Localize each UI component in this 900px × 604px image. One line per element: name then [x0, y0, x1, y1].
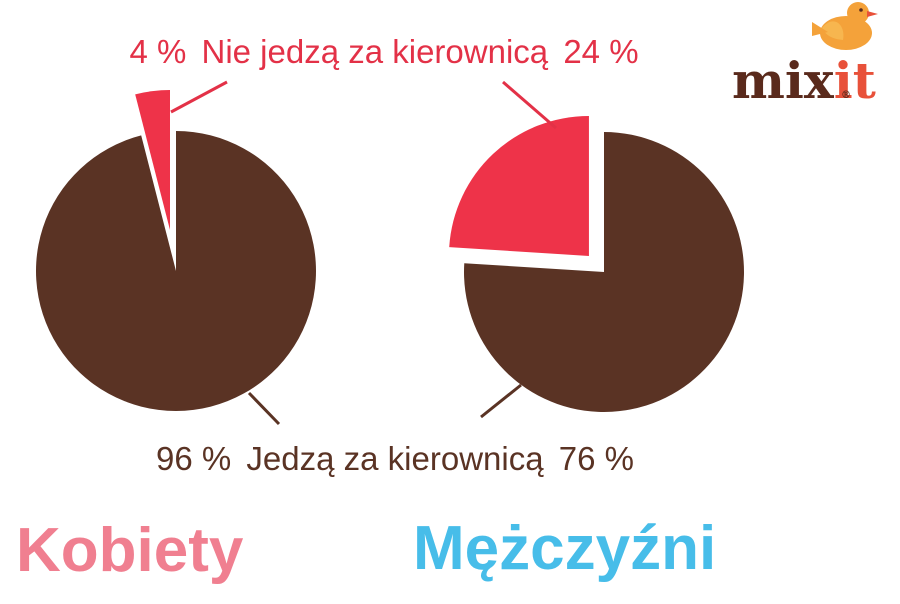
men-nonfood-leader-line [502, 80, 557, 130]
food-category-label: Jedzą za kierownicą [246, 440, 544, 477]
nonfood-category-label: Nie jedzą za kierownicą [201, 33, 548, 70]
women-food-leader-line [247, 391, 281, 426]
men-nonfood-value: 24 % [563, 33, 638, 70]
women-nonfood-value: 4 % [129, 33, 186, 70]
men-pie-chart [449, 115, 744, 412]
men-pie-slice-nonfood [449, 115, 589, 256]
logo-text: mixit [732, 51, 876, 110]
women-food-value: 96 % [156, 440, 231, 477]
men-food-leader-line [480, 383, 522, 419]
bird-icon [812, 2, 878, 50]
women-caption: Kobiety [16, 516, 244, 585]
women-pie-slice-nonfood [135, 90, 170, 230]
mixit-logo: mixit ® [732, 2, 878, 110]
women-pie-slice-food [35, 131, 316, 411]
women-nonfood-leader-line [170, 80, 228, 114]
bottom-label: 96 % Jedzą za kierownicą 76 % [156, 440, 634, 477]
registered-mark: ® [841, 90, 851, 101]
women-pie-chart [35, 90, 316, 411]
men-food-value: 76 % [559, 440, 634, 477]
men-pie-slice-food [463, 132, 744, 412]
men-caption: Mężczyźni [413, 514, 716, 583]
top-label: 4 % Nie jedzą za kierownicą 24 % [129, 33, 638, 70]
